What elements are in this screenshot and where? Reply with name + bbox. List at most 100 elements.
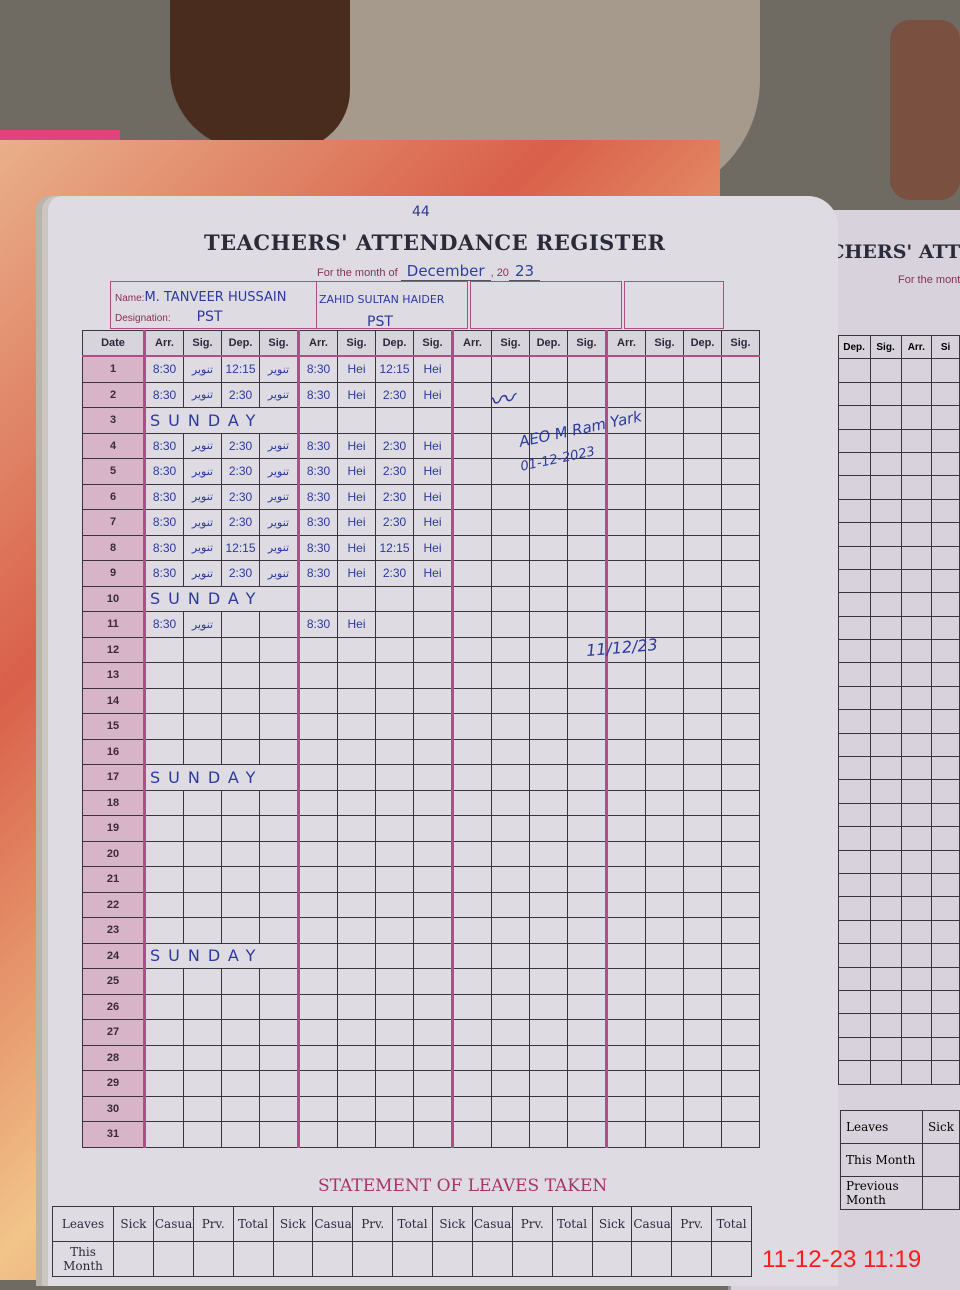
date-cell: 5	[82, 458, 145, 485]
attendance-cell	[221, 738, 260, 765]
attendance-cell	[375, 738, 414, 765]
attendance-cell: Hei	[337, 509, 376, 536]
attendance-cell	[605, 713, 646, 740]
attendance-cell	[605, 534, 646, 561]
attendance-cell	[683, 381, 722, 408]
attendance-cell	[337, 585, 376, 612]
attendance-cell	[221, 815, 260, 842]
attendance-cell	[413, 1121, 453, 1148]
attendance-cell	[683, 866, 722, 893]
attendance-cell	[567, 483, 607, 510]
attendance-cell	[221, 1095, 260, 1122]
attendance-cell	[297, 840, 338, 867]
attendance-cell	[221, 993, 260, 1020]
attendance-cell	[605, 917, 646, 944]
date-cell: 15	[82, 713, 145, 740]
attendance-cell	[645, 560, 684, 587]
attendance-cell	[869, 592, 902, 617]
attendance-cell	[297, 407, 338, 434]
date-cell: 4	[82, 432, 145, 459]
attendance-cell	[259, 1121, 299, 1148]
attendance-cell	[451, 764, 492, 791]
shoe	[890, 20, 960, 200]
attendance-cell	[337, 789, 376, 816]
attendance-cell	[721, 1121, 760, 1148]
leaves-title: STATEMENT OF LEAVES TAKEN	[318, 1176, 608, 1196]
attendance-cell	[183, 687, 222, 714]
attendance-cell	[837, 896, 871, 921]
attendance-cell	[900, 545, 933, 570]
attendance-cell	[837, 498, 871, 524]
attendance-cell	[605, 993, 646, 1020]
attendance-cell	[529, 789, 568, 816]
attendance-cell: Hei	[337, 381, 376, 408]
attendance-cell	[529, 738, 568, 765]
date-cell: 17	[82, 764, 145, 791]
attendance-cell: 8:30	[297, 534, 338, 561]
month-line: For the month of December, 20 23	[317, 262, 541, 281]
attendance-cell	[183, 1070, 222, 1097]
attendance-cell	[837, 1013, 871, 1038]
attendance-cell: 8:30	[143, 560, 184, 587]
attendance-cell	[683, 789, 722, 816]
attendance-cell	[683, 1044, 722, 1071]
attendance-cell	[413, 917, 453, 944]
attendance-cell	[491, 968, 530, 995]
attendance-cell	[221, 1070, 260, 1097]
sunday-label: SUNDAY	[143, 764, 299, 791]
attendance-cell	[491, 942, 530, 969]
attendance-cell	[900, 989, 933, 1015]
attendance-cell	[529, 355, 568, 383]
table-row: 22	[82, 891, 760, 918]
leaves-header: Leaves	[840, 1110, 923, 1144]
attendance-cell	[413, 713, 453, 740]
attendance-cell	[605, 585, 646, 612]
leaves-cell	[631, 1241, 673, 1277]
attendance-cell	[837, 545, 871, 570]
attendance-cell	[143, 917, 184, 944]
attendance-cell	[183, 968, 222, 995]
attendance-cell	[645, 968, 684, 995]
table-row: 3 SUNDAY	[82, 407, 760, 434]
attendance-cell	[645, 738, 684, 765]
attendance-cell	[529, 1044, 568, 1071]
attendance-cell	[297, 1121, 338, 1148]
table-row: 23	[82, 917, 760, 944]
attendance-cell	[491, 789, 530, 816]
attendance-cell	[529, 891, 568, 918]
attendance-cell	[645, 355, 684, 383]
attendance-cell	[900, 896, 933, 921]
date-cell: 25	[82, 968, 145, 995]
attendance-cell	[337, 1019, 376, 1046]
attendance-cell	[645, 534, 684, 561]
attendance-cell	[529, 840, 568, 867]
attendance-cell	[721, 509, 760, 536]
attendance-cell: تنویر	[259, 560, 299, 587]
attendance-cell	[143, 713, 184, 740]
attendance-cell	[931, 849, 960, 874]
attendance-cell	[491, 866, 530, 893]
attendance-cell	[683, 611, 722, 638]
attendance-cell: Hei	[413, 355, 453, 383]
attendance-cell: 2:30	[221, 483, 260, 510]
attendance-cell	[529, 585, 568, 612]
attendance-cell	[645, 840, 684, 867]
attendance-cell	[931, 756, 960, 781]
attendance-cell	[221, 1044, 260, 1071]
table-row: 16	[82, 738, 760, 765]
attendance-cell	[900, 943, 933, 968]
camera-timestamp: 11-12-23 11:19	[762, 1246, 922, 1273]
attendance-cell	[900, 802, 933, 828]
table-row: 24 SUNDAY	[82, 942, 760, 969]
attendance-cell	[143, 1121, 184, 1148]
attendance-cell	[143, 636, 184, 663]
attendance-cell	[900, 685, 933, 711]
date-cell: 3	[82, 407, 145, 434]
attendance-cell	[451, 432, 492, 459]
attendance-cell	[721, 636, 760, 663]
date-cell: 11	[82, 611, 145, 638]
table-row: 15	[82, 713, 760, 740]
leaves-cell	[921, 1176, 960, 1210]
attendance-cell	[337, 942, 376, 969]
attendance-cell	[529, 560, 568, 587]
